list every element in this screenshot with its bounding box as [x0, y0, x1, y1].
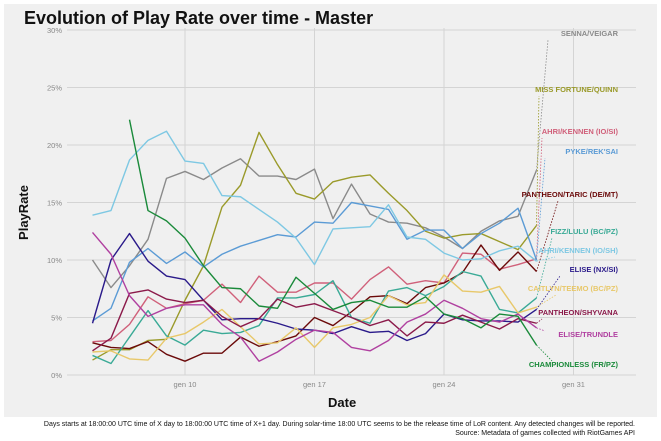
series-line [92, 131, 538, 361]
series-label: CHAMPIONLESS (FR/PZ) [529, 360, 619, 369]
series-label: ELISE (NX/SI) [570, 265, 619, 274]
series-line [91, 231, 537, 362]
y-tick-label: 25% [47, 84, 62, 93]
x-axis-label: Date [328, 395, 357, 410]
series-label: ELISE/TRUNDLE [558, 330, 618, 339]
label-connector [536, 95, 540, 226]
series-label: AHRI/KENNEN (IO/SH) [538, 246, 618, 255]
series-line [92, 270, 537, 365]
x-tick-label: gen 10 [174, 380, 197, 389]
x-tick-label: gen 24 [433, 380, 456, 389]
chart-title: Evolution of Play Rate over time - Maste… [24, 8, 374, 28]
label-connector [536, 237, 553, 299]
y-tick-label: 15% [47, 199, 62, 208]
y-tick-label: 20% [47, 141, 62, 150]
series-label: PYKE/REK'SAI [565, 147, 618, 156]
label-connector [536, 157, 546, 261]
x-tick-label: gen 31 [562, 380, 585, 389]
label-connector [536, 294, 557, 308]
series-label: SENNA/VEIGAR [561, 29, 619, 38]
label-connector [536, 256, 556, 262]
y-tick-label: 0% [51, 371, 62, 380]
series-label: PANTHEON/SHYVANA [538, 308, 618, 317]
series-line [92, 201, 538, 322]
label-connector [536, 327, 546, 332]
series-line [92, 130, 537, 266]
series-line [92, 244, 538, 362]
series-line [128, 119, 538, 346]
footnote-method: Days starts at 18:00:00 UTC time of X da… [43, 421, 635, 428]
series-label: CAITLYN/TEEMO (BC/PZ) [528, 284, 619, 293]
label-connector [536, 200, 559, 272]
x-tick-label: gen 17 [303, 380, 326, 389]
label-connector [536, 318, 543, 324]
label-connector [536, 137, 543, 259]
label-connector [536, 39, 549, 171]
series-label: PANTHEON/TARIC (DE/MT) [522, 190, 619, 199]
label-connector [536, 275, 561, 310]
series-line [92, 274, 537, 361]
series-label: AHRI/KENNEN (IO/SI) [542, 127, 619, 136]
footnote-source: Source: Metadata of games collected with… [455, 430, 635, 437]
y-axis-label: PlayRate [15, 185, 31, 240]
series-line [92, 289, 537, 352]
y-tick-label: 10% [47, 256, 62, 265]
y-tick-label: 5% [51, 314, 62, 323]
y-tick-label: 30% [47, 26, 62, 35]
label-connector [536, 344, 553, 362]
series-label: FIZZ/LULU (BC/PZ) [551, 227, 619, 236]
series-label: MISS FORTUNE/QUINN [535, 85, 618, 94]
